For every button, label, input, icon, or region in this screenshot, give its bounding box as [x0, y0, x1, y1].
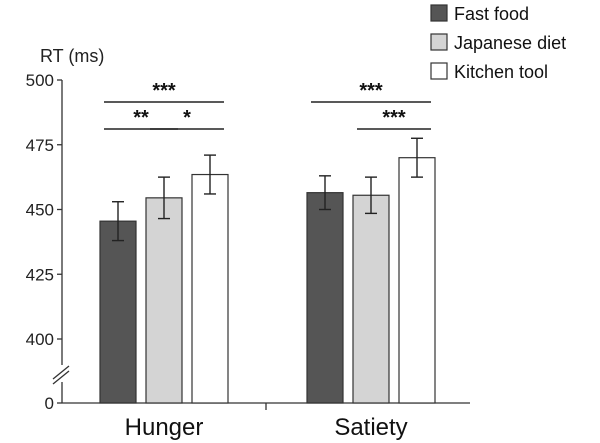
x-category-label: Hunger [125, 414, 204, 441]
y-tick-label: 475 [26, 136, 54, 155]
significance-label: *** [359, 80, 383, 102]
significance-label: *** [152, 80, 176, 102]
y-tick-label: 450 [26, 201, 54, 220]
axis-break-mark [52, 370, 70, 385]
bar [352, 194, 390, 404]
significance-markers: ***** ******* [104, 80, 431, 130]
legend-label: Kitchen tool [454, 62, 548, 82]
legend-swatch [430, 62, 448, 80]
bar [145, 197, 183, 404]
x-axis: Hunger Satiety [62, 402, 470, 441]
bars [99, 137, 436, 404]
y-axis: 500 475 450 425 400 0 [26, 71, 70, 413]
y-tick-label: 0 [45, 394, 54, 413]
significance-label: ** [133, 107, 149, 129]
legend-swatch [430, 33, 448, 51]
y-tick-label: 400 [26, 330, 54, 349]
legend-label: Fast food [454, 4, 529, 24]
axis-break-mark [52, 365, 70, 380]
y-tick-label: 425 [26, 265, 54, 284]
bar [398, 157, 436, 404]
bar [191, 173, 229, 404]
legend: Fast food Japanese diet Kitchen tool [430, 4, 566, 82]
legend-swatch [430, 4, 448, 22]
x-category-label: Satiety [334, 414, 407, 441]
y-tick-label: 500 [26, 71, 54, 90]
significance-label: *** [382, 107, 406, 129]
y-axis-title: RT (ms) [40, 46, 104, 66]
significance-label: * [183, 107, 191, 129]
bar [306, 192, 344, 404]
legend-label: Japanese diet [454, 33, 566, 53]
bar [99, 220, 137, 404]
